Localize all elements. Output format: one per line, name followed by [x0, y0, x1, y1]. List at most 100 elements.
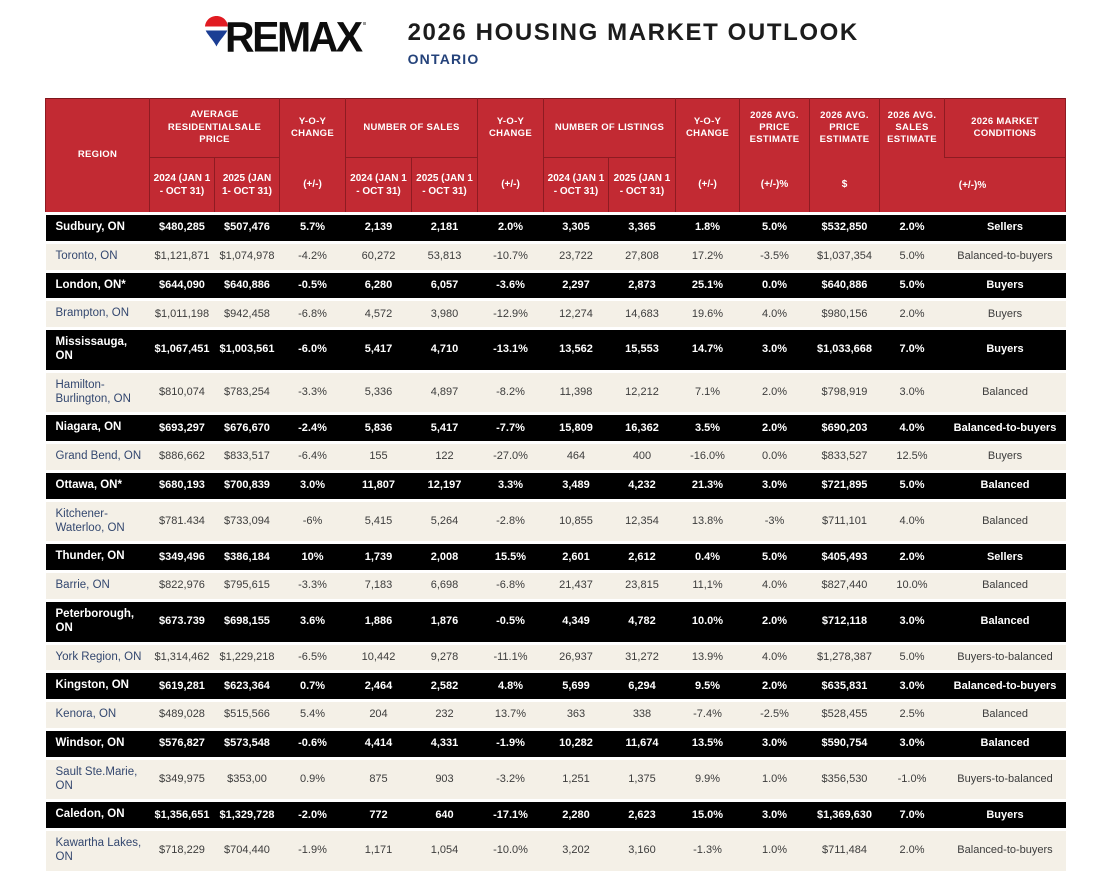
sales-yoy-cell: -7.7%	[496, 421, 525, 434]
trademark-mark	[362, 22, 366, 25]
sales-estimate-cell: 4.0%	[899, 421, 925, 434]
avg-price-2024-cell: $644,090	[159, 278, 205, 291]
table-row: Ottawa, ON* $680,193 $700,839 3.0% 11,807 12,…	[45, 471, 1066, 501]
avg-price-2024-cell: $886,662	[159, 450, 205, 463]
market-conditions-cell: Buyers	[986, 343, 1024, 356]
subcol-price-estimate-pct: (+/-)%	[739, 157, 810, 214]
page-subtitle: ONTARIO	[407, 51, 480, 68]
sales-2025-cell: 1,876	[430, 615, 459, 628]
listings-2024-cell: 363	[566, 708, 586, 721]
sales-estimate-cell: 3.0%	[899, 737, 925, 750]
sales-2024-cell: 2,464	[364, 679, 393, 692]
market-conditions-cell: Balanced	[980, 615, 1030, 628]
listings-yoy-cell: 0.4%	[694, 550, 721, 563]
avg-price-2025-cell: $1,003,561	[219, 343, 275, 356]
table-row: Kenora, ON $489,028 $515,566 5.4% 204 232 13.7…	[45, 700, 1066, 730]
sales-2024-cell: 60,272	[361, 250, 396, 263]
avg-price-2025-cell: $1,329,728	[219, 808, 275, 821]
sales-2024-cell: 5,836	[364, 421, 393, 434]
sales-yoy-cell: -1.9%	[496, 737, 525, 750]
price-yoy-cell: -1.9%	[298, 844, 327, 857]
market-conditions-cell: Sellers	[986, 550, 1024, 563]
subcol-sales-2024: 2024 (Jan 1 - Oct 31)	[345, 157, 412, 214]
col-group-sales: NUMBER OF SALES	[345, 98, 478, 158]
sales-2025-cell: 4,897	[430, 385, 459, 398]
sales-2024-cell: 5,415	[364, 514, 393, 527]
col-group-listings: NUMBER OF LISTINGS	[543, 98, 676, 158]
price-estimate-pct-cell: 2.0%	[761, 679, 788, 692]
sales-yoy-cell: -2.8%	[496, 514, 525, 527]
price-yoy-cell: 3.6%	[299, 615, 326, 628]
listings-2024-cell: 2,280	[562, 808, 590, 821]
market-conditions-cell: Buyers	[986, 808, 1024, 821]
listings-2024-cell: 3,202	[562, 844, 590, 857]
table-row: Brampton, ON $1,011,198 $942,458 -6.8% 4,572…	[45, 299, 1066, 329]
market-conditions-cell: Buyers	[987, 307, 1023, 320]
price-estimate-pct-cell: 4.0%	[761, 307, 788, 320]
table-row: Caledon, ON $1,356,651 $1,329,728 -2.0% 772 6…	[45, 800, 1066, 830]
price-estimate-dollar-cell: $1,369,630	[816, 808, 873, 821]
remax-balloon-icon	[205, 16, 228, 52]
avg-price-2024-cell: $489,028	[159, 708, 205, 721]
listings-yoy-cell: 14.7%	[691, 343, 724, 356]
housing-outlook-table: REGION AVERAGE RESIDENTIALSALE PRICE Y-O…	[45, 98, 1066, 871]
listings-2025-cell: 400	[632, 450, 652, 463]
market-conditions-cell: Buyers	[986, 278, 1024, 291]
avg-price-2025-cell: $704,440	[224, 844, 270, 857]
listings-2025-cell: 2,873	[628, 278, 656, 291]
table-row: Hamilton-Burlington, ON $810,074 $783,254 -…	[45, 371, 1066, 414]
listings-2025-cell: 11,674	[625, 737, 659, 750]
listings-yoy-cell: -1.3%	[693, 844, 722, 857]
sales-estimate-cell: 7.0%	[899, 808, 925, 821]
price-yoy-cell: -6%	[302, 514, 323, 527]
avg-price-2024-cell: $781.434	[159, 514, 205, 527]
market-conditions-cell: Balanced	[982, 708, 1028, 721]
price-estimate-dollar-cell: $721,895	[821, 479, 868, 492]
avg-price-2024-cell: $810,074	[159, 385, 205, 398]
price-yoy-cell: -3.3%	[298, 579, 327, 592]
avg-price-2025-cell: $1,074,978	[219, 250, 275, 263]
price-yoy-cell: 5.4%	[299, 708, 326, 721]
region-cell: Toronto, ON	[55, 249, 118, 262]
avg-price-2025-cell: $386,184	[224, 550, 270, 563]
avg-price-2025-cell: $507,476	[224, 221, 270, 234]
table-row: Toronto, ON $1,121,871 $1,074,978 -4.2% 60,2…	[45, 242, 1066, 272]
market-conditions-cell: Balanced-to-buyers	[957, 844, 1053, 857]
sales-2025-cell: 4,331	[430, 737, 459, 750]
avg-price-2024-cell: $1,356,651	[154, 808, 210, 821]
avg-price-2025-cell: $1,229,218	[219, 650, 275, 663]
sales-2025-cell: 9,278	[430, 650, 459, 663]
market-conditions-cell: Buyers-to-balanced	[957, 650, 1053, 663]
price-estimate-pct-cell: 3.0%	[761, 737, 788, 750]
sales-2025-cell: 232	[435, 708, 454, 721]
sales-2024-cell: 204	[369, 708, 388, 721]
col-header-price-estimate-pct: 2026 AVG. PRICE ESTIMATE	[739, 98, 810, 158]
col-header-price-estimate-dollar: 2026 AVG. PRICE ESTIMATE	[809, 98, 880, 158]
avg-price-2024-cell: $349,496	[159, 550, 205, 563]
table-row: Niagara, ON $693,297 $676,670 -2.4% 5,836 5,4…	[45, 413, 1066, 443]
region-cell: Barrie, ON	[55, 579, 110, 592]
subcol-market-conditions-pct: (+/-)%	[879, 157, 1066, 214]
price-estimate-pct-cell: 1.0%	[761, 772, 788, 785]
avg-price-2025-cell: $733,094	[224, 514, 270, 527]
sales-2025-cell: 122	[435, 450, 454, 463]
price-estimate-dollar-cell: $1,033,668	[816, 343, 873, 356]
sales-2025-cell: 5,264	[430, 514, 459, 527]
region-cell: Kingston, ON	[55, 679, 129, 692]
listings-2025-cell: 16,362	[625, 421, 659, 434]
table-body: Sudbury, ON $480,285 $507,476 5.7% 2,139 2,18…	[45, 213, 1066, 871]
listings-yoy-cell: 9.9%	[694, 772, 721, 785]
price-estimate-dollar-cell: $1,037,354	[816, 250, 873, 263]
market-conditions-cell: Balanced	[982, 514, 1028, 527]
avg-price-2024-cell: $718,229	[159, 844, 205, 857]
listings-2025-cell: 27,808	[625, 250, 659, 263]
price-estimate-dollar-cell: $590,754	[821, 737, 868, 750]
sales-estimate-cell: 7.0%	[899, 343, 925, 356]
sales-2024-cell: 155	[369, 450, 388, 463]
sales-2024-cell: 875	[369, 772, 388, 785]
sales-2025-cell: 4,710	[430, 343, 459, 356]
price-estimate-pct-cell: 4.0%	[761, 579, 788, 592]
sales-yoy-cell: -3.2%	[496, 772, 525, 785]
avg-price-2024-cell: $1,067,451	[154, 343, 210, 356]
sales-2024-cell: 11,807	[361, 479, 396, 492]
